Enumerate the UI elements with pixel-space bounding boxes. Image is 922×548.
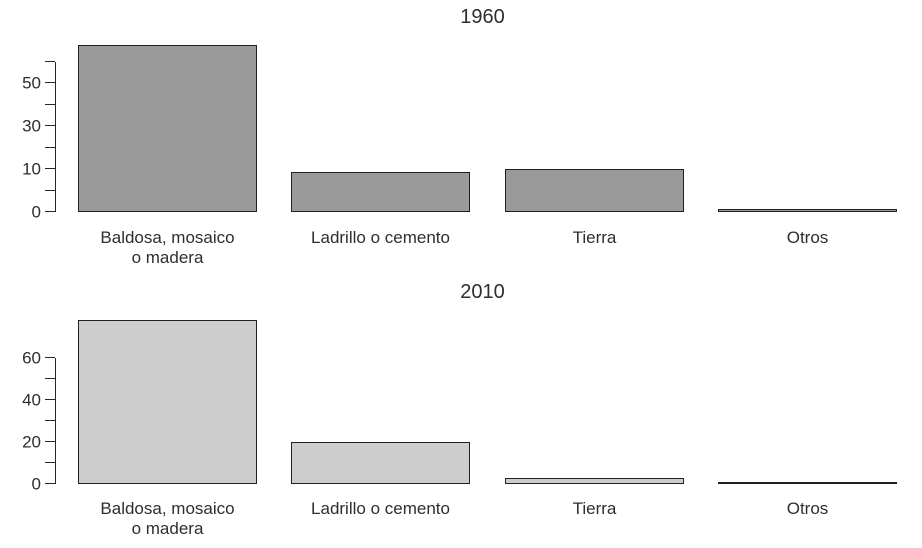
y-axis-tick — [45, 103, 55, 105]
chart-title-1960: 1960 — [460, 6, 505, 28]
y-axis-tick — [45, 441, 55, 443]
category-label-tierra: Tierra — [572, 499, 617, 518]
y-axis-tick-label: 0 — [31, 202, 41, 222]
y-axis-tick — [45, 82, 55, 84]
chart-title-2010: 2010 — [460, 281, 505, 303]
y-axis-tick-label: 10 — [22, 159, 41, 179]
y-axis-tick-label: 50 — [22, 73, 41, 93]
category-label-otros: Otros — [786, 499, 829, 518]
y-axis-line — [55, 358, 56, 484]
y-axis-line — [55, 62, 56, 212]
y-axis-tick — [45, 189, 55, 191]
y-axis-tick — [45, 399, 55, 400]
category-label-baldosa: Baldosa, mosaico o madera — [100, 499, 235, 538]
plot-area-1960: 0 10 30 50 — [0, 45, 922, 221]
y-axis-tick-label: 30 — [22, 116, 41, 136]
y-axis-tick — [45, 211, 55, 212]
category-label-ladrillo: Ladrillo o cemento — [311, 499, 450, 518]
y-axis-tick-label: 0 — [31, 474, 41, 494]
bar-ladrillo-o-cemento — [291, 171, 470, 212]
y-axis-tick-label: 20 — [22, 432, 41, 452]
y-axis-tick-label: 40 — [22, 390, 41, 410]
y-axis-tick — [45, 462, 55, 463]
y-axis-tick — [45, 357, 55, 358]
bar-baldosa-mosaico-o-madera — [78, 45, 257, 212]
bar-baldosa-mosaico-o-madera — [78, 319, 257, 484]
y-axis-tick — [45, 420, 55, 421]
category-label-otros: Otros — [786, 228, 829, 247]
y-axis-tick — [45, 378, 55, 380]
bar-otros — [718, 209, 897, 212]
y-axis-tick — [45, 125, 55, 127]
y-axis-tick — [45, 146, 55, 148]
plot-area-2010: 0 20 40 60 — [0, 319, 922, 493]
category-label-tierra: Tierra — [572, 228, 617, 247]
y-axis-tick — [45, 168, 55, 170]
bar-ladrillo-o-cemento — [291, 442, 470, 484]
y-axis-tick — [45, 61, 55, 62]
y-axis-tick-label: 60 — [22, 348, 41, 368]
category-label-baldosa: Baldosa, mosaico o madera — [100, 228, 235, 267]
y-axis-tick — [45, 483, 55, 484]
bar-otros — [718, 482, 897, 484]
bar-tierra — [505, 169, 684, 212]
category-label-ladrillo: Ladrillo o cemento — [311, 228, 450, 247]
bar-tierra — [505, 477, 684, 484]
